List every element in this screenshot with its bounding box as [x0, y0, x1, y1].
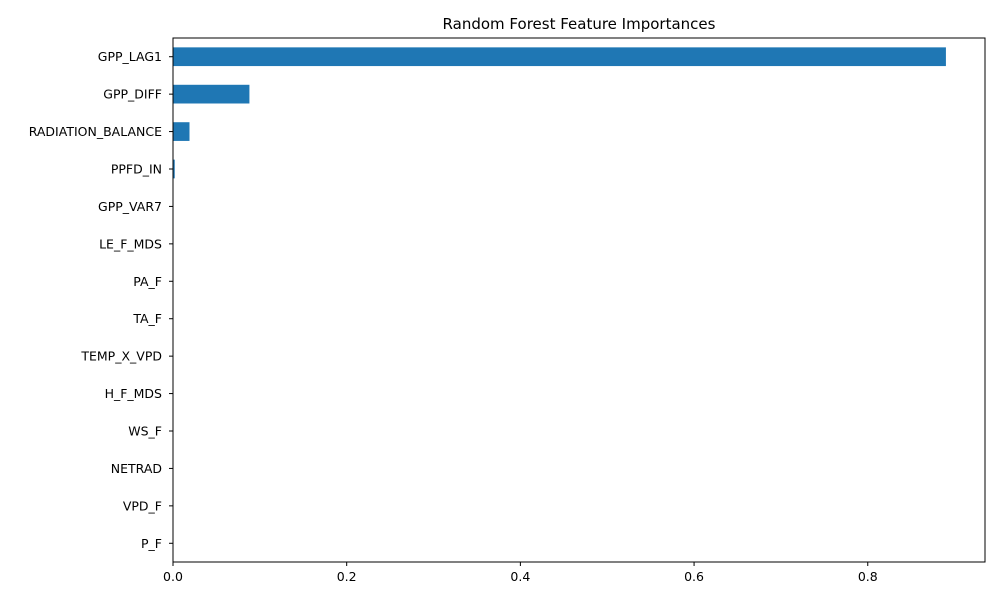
x-tick-label: 0.4 [510, 569, 530, 584]
y-tick-label-ppfd-in: PPFD_IN [111, 162, 162, 177]
ticks-layer: GPP_LAG1 GPP_DIFF RADIATION_BALANCE PPFD_IN… [29, 49, 878, 584]
y-tick-label-h-f-mds: H_F_MDS [105, 386, 162, 401]
bar-radiation-balance [173, 122, 190, 141]
y-tick-label-vpd-f: VPD_F [123, 498, 162, 513]
bar-ppfd-in [173, 159, 175, 179]
y-tick-label-pa-f: PA_F [133, 274, 162, 289]
x-tick-label: 0.6 [684, 569, 704, 584]
y-tick-label-gpp-diff: GPP_DIFF [103, 87, 162, 102]
y-tick-label-radiation-balance: RADIATION_BALANCE [29, 124, 162, 139]
x-tick-label: 0.2 [337, 569, 357, 584]
y-tick-label-gpp-lag1: GPP_LAG1 [98, 49, 162, 64]
bar-gpp-diff [173, 84, 250, 104]
plot-frame [172, 37, 986, 563]
x-tick-label: 0.0 [163, 569, 183, 584]
bar-gpp-lag1 [173, 47, 946, 67]
chart-title: Random Forest Feature Importances [443, 15, 716, 33]
y-tick-label-gpp-var7: GPP_VAR7 [98, 199, 162, 214]
y-tick-label-ws-f: WS_F [128, 424, 162, 439]
y-tick-label-temp-x-vpd: TEMP_X_VPD [80, 349, 162, 364]
x-tick-label: 0.8 [858, 569, 878, 584]
bars-layer [173, 47, 946, 553]
y-tick-label-ta-f: TA_F [132, 311, 162, 326]
y-tick-label-netrad: NETRAD [111, 461, 162, 476]
y-tick-label-p-f: P_F [141, 536, 162, 551]
y-tick-label-le-f-mds: LE_F_MDS [99, 236, 162, 251]
axes-layer [172, 37, 986, 563]
